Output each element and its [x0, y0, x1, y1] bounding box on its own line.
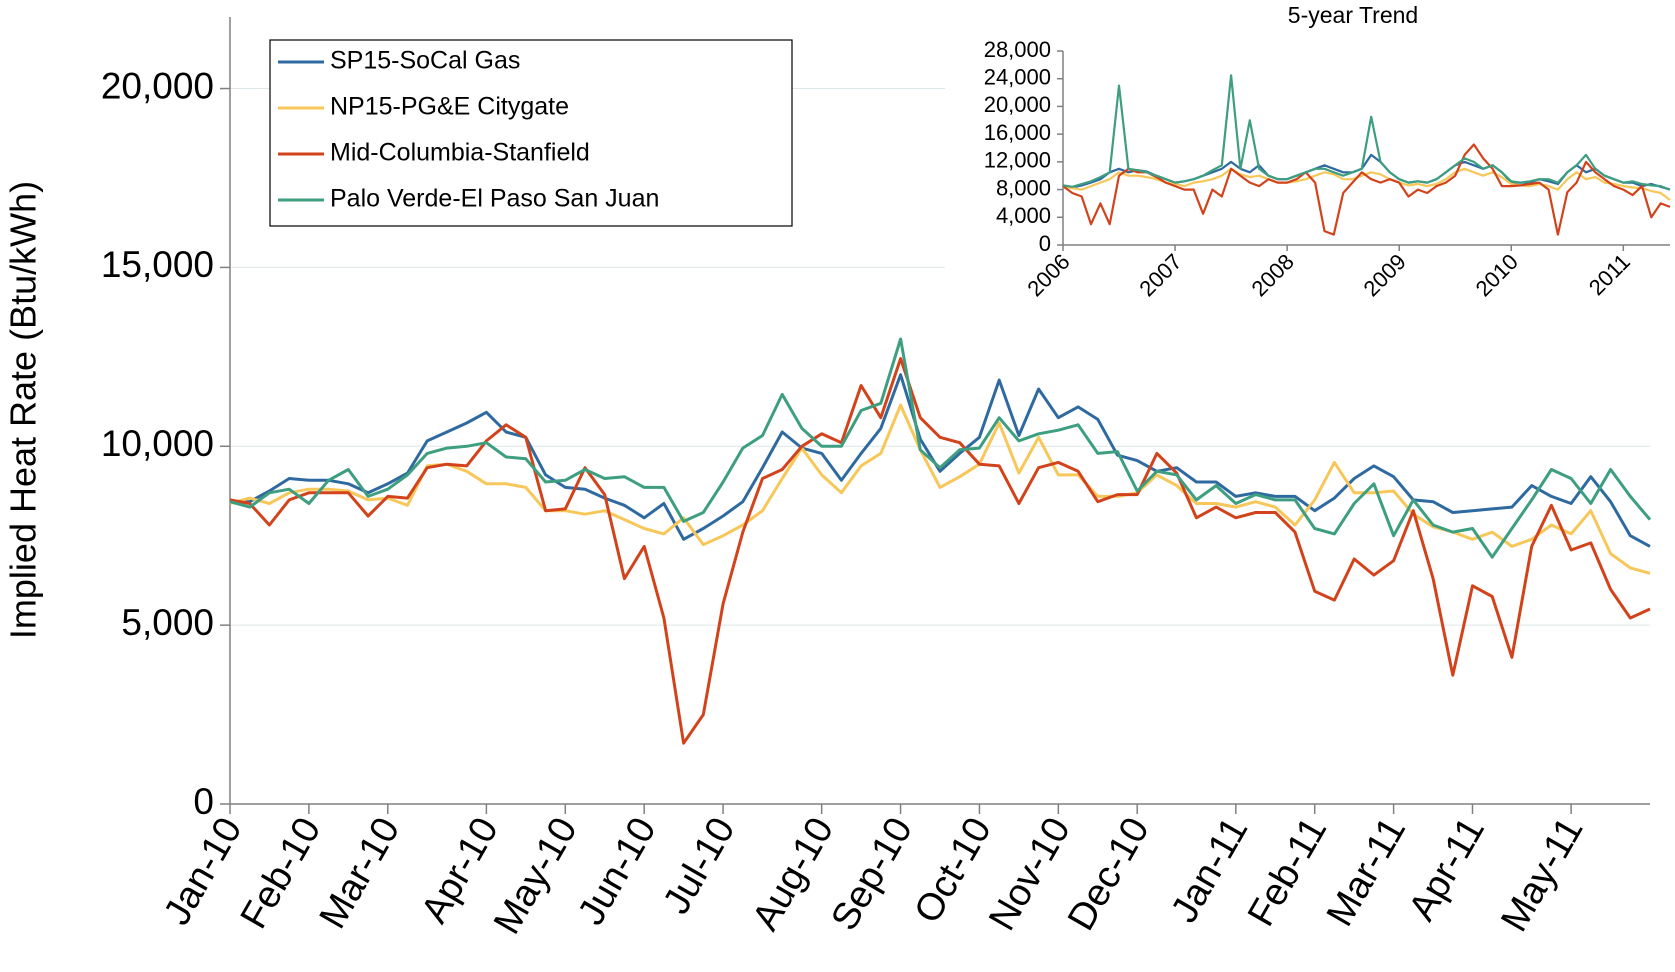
inset-background — [945, 0, 1675, 332]
series-line — [1062, 74, 1671, 191]
x-tick-label: Apr-11 — [1401, 811, 1493, 928]
x-tick-label: Jun-10 — [570, 811, 664, 933]
y-tick-label: 5,000 — [121, 602, 214, 643]
y-tick-label: 0 — [193, 781, 214, 822]
x-tick-label: Mar-11 — [1319, 811, 1414, 934]
y-tick-label: 0 — [1039, 231, 1051, 256]
x-tick-label: Mar-10 — [312, 811, 409, 936]
y-tick-label: 20,000 — [984, 92, 1051, 117]
x-tick-label: May-11 — [1493, 811, 1591, 939]
y-tick-label: 28,000 — [984, 37, 1051, 62]
series-line — [229, 403, 1651, 575]
legend-label: SP15-SoCal Gas — [330, 47, 520, 75]
y-tick-label: 20,000 — [101, 65, 214, 106]
y-tick-label: 24,000 — [984, 65, 1051, 90]
y-tick-label: 8,000 — [996, 175, 1051, 200]
y-axis-label: Implied Heat Rate (Btu/kWh) — [3, 181, 44, 639]
y-tick-label: 4,000 — [996, 203, 1051, 228]
legend-label: NP15-PG&E Citygate — [330, 93, 569, 121]
legend-label: Mid-Columbia-Stanfield — [330, 139, 590, 167]
legend-label: Palo Verde-El Paso San Juan — [330, 185, 659, 213]
series-line — [229, 337, 1652, 559]
series-line — [229, 357, 1651, 745]
x-tick-label: Jul-10 — [655, 811, 743, 922]
legend-box — [269, 39, 793, 227]
series-line — [1062, 143, 1671, 236]
y-tick-label: 12,000 — [984, 148, 1051, 173]
series-line — [230, 373, 1651, 548]
y-tick-label: 15,000 — [101, 244, 214, 285]
x-tick-label: Feb-11 — [1240, 811, 1335, 934]
y-tick-label: 10,000 — [101, 423, 214, 464]
y-tick-label: 16,000 — [984, 120, 1051, 145]
inset-title: 5-year Trend — [1288, 2, 1418, 28]
